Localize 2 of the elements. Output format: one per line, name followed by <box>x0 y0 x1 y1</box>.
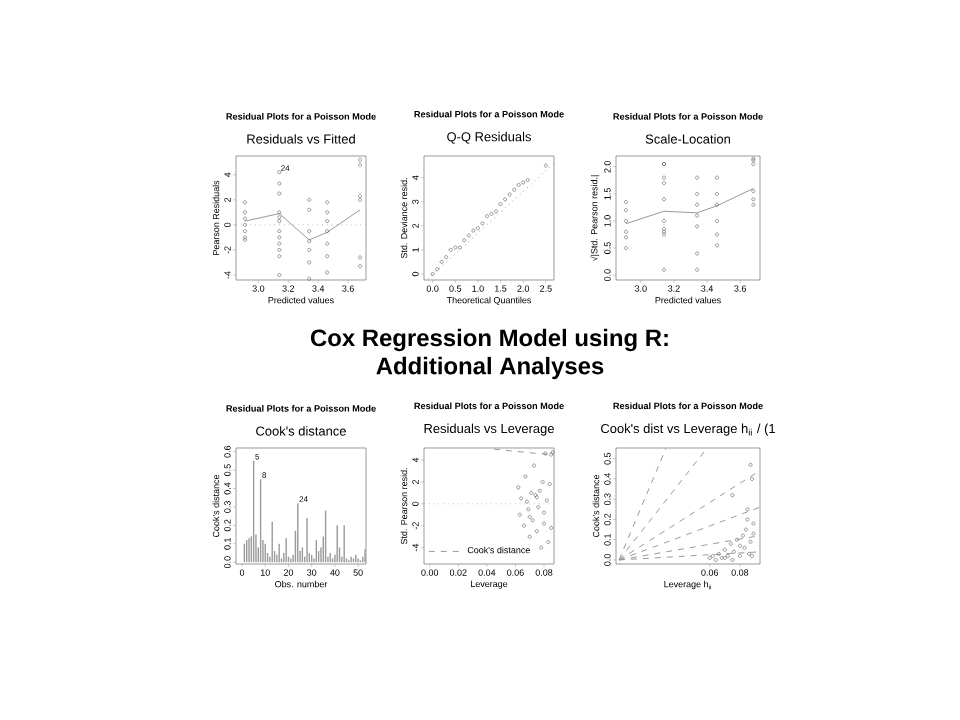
text: Additional Analyses <box>376 356 604 380</box>
text: Cox Regression Model using R: <box>310 328 668 352</box>
